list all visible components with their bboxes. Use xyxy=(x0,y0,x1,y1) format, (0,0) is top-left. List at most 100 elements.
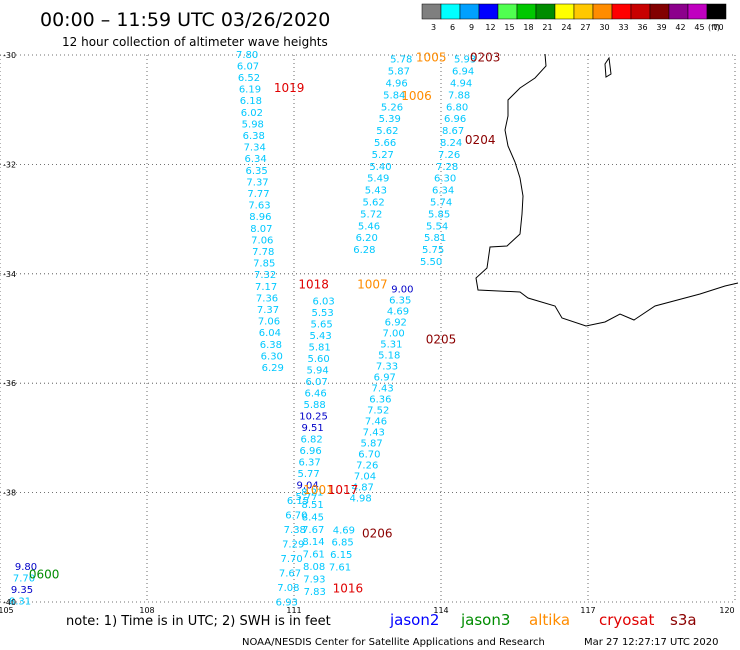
swh-value: 5.39 xyxy=(379,114,401,125)
swh-value: 5.78 xyxy=(390,55,412,66)
swh-value: 6.34 xyxy=(432,186,454,197)
swh-value: 6.94 xyxy=(452,67,474,78)
legend-label: 18 xyxy=(523,23,533,32)
swh-value: 5.18 xyxy=(378,351,400,362)
swh-value: 4.98 xyxy=(349,494,371,505)
swh-value: 5.50 xyxy=(420,257,442,268)
lat-tick-label: -30 xyxy=(3,51,16,60)
satellite-legend: jason2 jason3 altika cryosat s3a xyxy=(389,611,697,629)
swh-value: 9.51 xyxy=(301,423,323,434)
swh-value: 7.70 xyxy=(280,554,302,565)
legend-label: 70 xyxy=(713,23,723,32)
swh-value: 5.94 xyxy=(306,366,328,377)
swh-value: 5.81 xyxy=(424,233,446,244)
swh-value: 7.04 xyxy=(354,472,376,483)
swh-value: 6.37 xyxy=(298,458,320,469)
pass-label-0206: 0206 xyxy=(362,527,393,541)
swh-value: 6.80 xyxy=(446,102,468,113)
swh-value: 5.31 xyxy=(380,340,402,351)
swh-value: 5.62 xyxy=(376,126,398,137)
swh-value: 7.06 xyxy=(258,317,280,328)
lon-tick-label: 114 xyxy=(433,606,448,615)
swh-value: 6.35 xyxy=(389,296,411,307)
swh-value: 6.20 xyxy=(356,233,378,244)
pass-label-0203: 0203 xyxy=(470,51,501,65)
swh-value: 8.14 xyxy=(302,537,324,548)
swh-value: 7.17 xyxy=(255,282,277,293)
swh-value: 5.85 xyxy=(428,209,450,220)
swh-value: 6.29 xyxy=(262,363,284,374)
swh-value: 6.35 xyxy=(245,166,267,177)
swh-value: 6.36 xyxy=(369,395,391,406)
swh-value: 6.02 xyxy=(241,108,263,119)
swh-value: 7.36 xyxy=(256,293,278,304)
swh-value: 7.93 xyxy=(303,574,325,585)
swh-value: 4.87 xyxy=(352,483,374,494)
swh-value: 7.00 xyxy=(382,329,404,340)
map-subtitle: 12 hour collection of altimeter wave hei… xyxy=(62,35,328,49)
swh-value: 5.65 xyxy=(310,320,332,331)
lat-tick-label: -38 xyxy=(3,489,16,498)
swh-value: 7.43 xyxy=(371,384,393,395)
swh-value: 6.52 xyxy=(238,73,260,84)
footer-note: note: 1) Time is in UTC; 2) SWH is in fe… xyxy=(66,614,331,629)
swh-value: 5.81 xyxy=(308,343,330,354)
swh-value: 6.93 xyxy=(276,597,298,608)
swh-value: 7.43 xyxy=(363,428,385,439)
legend-swatch xyxy=(649,3,670,20)
swh-value: 6.04 xyxy=(259,328,281,339)
swh-value: 7.33 xyxy=(376,362,398,373)
swh-value: 7.32 xyxy=(254,270,276,281)
satellite-legend-jason2: jason2 xyxy=(389,611,439,629)
swh-value: 5.43 xyxy=(309,331,331,342)
swh-value: 8.07 xyxy=(250,224,272,235)
legend-label: 36 xyxy=(637,23,647,32)
pass-label-1006: 1006 xyxy=(401,89,432,103)
pass-label-0600: 0600 xyxy=(29,568,60,582)
lat-tick-label: -40 xyxy=(3,598,16,607)
swh-value: 7.26 xyxy=(356,461,378,472)
legend-label: 30 xyxy=(599,23,609,32)
swh-value: 7.34 xyxy=(244,143,266,154)
swh-value: 6.34 xyxy=(245,154,267,165)
swh-value: 7.46 xyxy=(365,417,387,428)
legend-unit: (ft) xyxy=(708,23,720,32)
swh-value: 6.85 xyxy=(331,538,353,549)
pass-label-0205: 0205 xyxy=(426,332,457,346)
swh-value: 9.35 xyxy=(11,585,33,596)
legend-label: 15 xyxy=(504,23,514,32)
swh-value: 7.37 xyxy=(246,177,268,188)
legend-swatch xyxy=(611,3,632,20)
swh-value: 8.31 xyxy=(9,597,31,608)
pass-label-1005: 1005 xyxy=(416,51,447,65)
legend-label: 12 xyxy=(485,23,495,32)
pass-label-1007: 1007 xyxy=(357,278,388,292)
swh-value: 5.26 xyxy=(381,102,403,113)
swh-value: 7.61 xyxy=(303,550,325,561)
swh-value: 5.84 xyxy=(383,90,405,101)
swh-value: 5.60 xyxy=(307,354,329,365)
wave-height-legend: 3 6 9 12 15 18 21 24 27 30 33 36 39 42 45 70 xyxy=(421,3,727,32)
swh-value: 5.98 xyxy=(242,119,264,130)
swh-value: 7.85 xyxy=(253,259,275,270)
swh-value: 8.08 xyxy=(303,562,325,573)
lon-tick-label: 117 xyxy=(580,606,595,615)
swh-value: 9.00 xyxy=(391,285,413,296)
swh-value: 5.40 xyxy=(369,162,391,173)
legend-swatch xyxy=(630,3,651,20)
swh-value: 8.45 xyxy=(302,512,324,523)
lon-tick-label: 108 xyxy=(139,606,154,615)
map-background xyxy=(0,55,735,602)
swh-value: 5.62 xyxy=(362,198,384,209)
pass-label-1019: 1019 xyxy=(274,81,305,95)
lon-tick-label: 105 xyxy=(0,606,14,615)
legend-label: 33 xyxy=(618,23,628,32)
swh-value: 6.07 xyxy=(305,377,327,388)
swh-value: 8.24 xyxy=(440,138,462,149)
swh-value: 6.07 xyxy=(237,61,259,72)
footer-credit: NOAA/NESDIS Center for Satellite Applica… xyxy=(242,637,545,648)
satellite-legend-s3a: s3a xyxy=(670,611,697,629)
legend-swatch xyxy=(516,3,537,20)
pass-label-1017: 1017 xyxy=(328,483,359,497)
legend-label: 27 xyxy=(580,23,590,32)
